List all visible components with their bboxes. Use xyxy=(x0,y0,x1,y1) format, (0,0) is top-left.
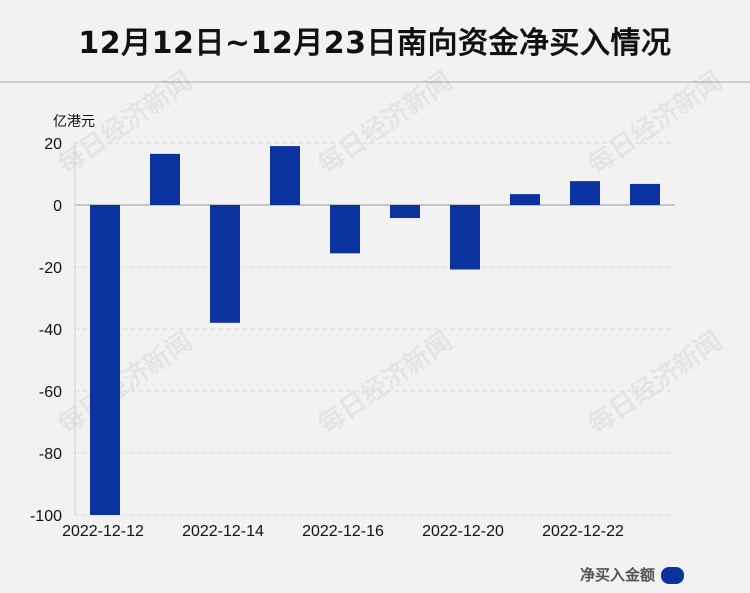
bar xyxy=(90,205,120,515)
legend: 净买入金额 xyxy=(580,566,684,584)
legend-label: 净买入金额 xyxy=(580,566,655,584)
x-axis-ticks: 2022-12-12 2022-12-14 2022-12-16 2022-12-20… xyxy=(62,523,624,540)
grid-lines xyxy=(74,142,675,516)
bar xyxy=(450,205,480,270)
bar xyxy=(210,205,240,323)
bar xyxy=(270,146,300,205)
chart-title: 12月12日~12月23日南向资金净买入情况 xyxy=(78,26,672,61)
y-tick-label: -80 xyxy=(39,446,62,463)
y-tick-label: -60 xyxy=(39,384,62,401)
watermark-text: 每日经济新闻 xyxy=(582,326,728,441)
y-axis-unit-label: 亿港元 xyxy=(53,114,95,130)
watermark-text: 每日经济新闻 xyxy=(582,66,728,181)
y-axis-ticks: 20 0 -20 -40 -60 -80 -100 xyxy=(30,136,62,525)
title-divider xyxy=(0,81,750,83)
x-tick-label: 2022-12-12 xyxy=(62,523,144,540)
legend-swatch xyxy=(661,567,684,584)
bar xyxy=(510,194,540,205)
watermark-text: 每日经济新闻 xyxy=(52,326,198,441)
y-tick-label: -40 xyxy=(39,322,62,339)
y-tick-label: -20 xyxy=(39,260,62,277)
x-tick-label: 2022-12-22 xyxy=(542,523,624,540)
x-tick-label: 2022-12-20 xyxy=(422,523,504,540)
x-tick-label: 2022-12-14 xyxy=(182,523,264,540)
bar xyxy=(390,205,420,219)
bar xyxy=(150,153,180,205)
y-tick-label: 20 xyxy=(44,136,62,153)
watermark-text: 每日经济新闻 xyxy=(312,326,458,441)
bar xyxy=(570,181,600,205)
bars xyxy=(90,146,660,515)
y-tick-label: 0 xyxy=(53,198,62,215)
y-tick-label: -100 xyxy=(30,508,62,525)
watermark-text: 每日经济新闻 xyxy=(312,66,458,181)
x-tick-label: 2022-12-16 xyxy=(302,523,384,540)
bar xyxy=(630,183,660,205)
bar xyxy=(330,205,360,254)
